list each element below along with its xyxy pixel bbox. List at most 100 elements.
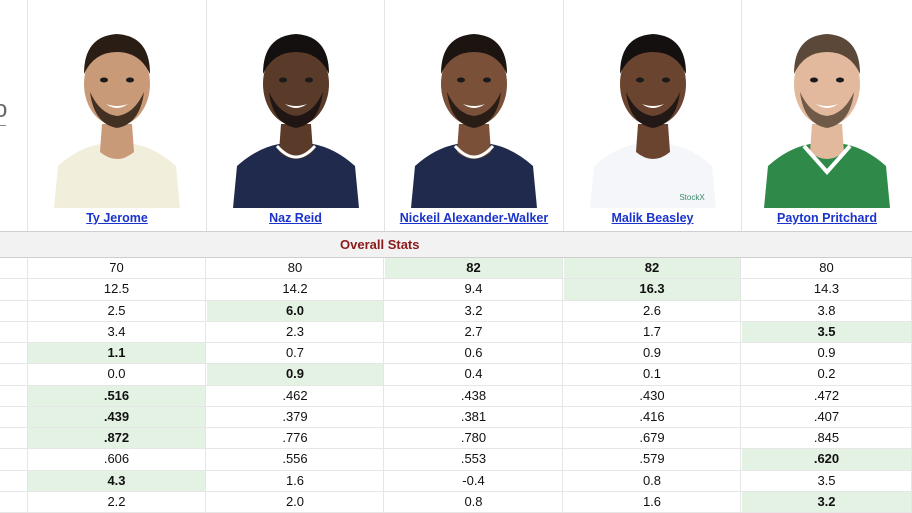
stat-cell: .430	[564, 385, 741, 406]
stat-cell: 0.0	[28, 364, 206, 385]
stat-cell: 70	[28, 258, 206, 279]
eye-shape	[457, 77, 465, 83]
beard-shape	[800, 92, 854, 128]
stat-cell: .381	[385, 406, 563, 427]
hair-shape	[794, 34, 860, 74]
stat-row: 0.0 0.9 0.4 0.1 0.2	[0, 364, 912, 386]
stat-cell: 1.7	[564, 321, 741, 342]
stat-row: .872.776.780.679.845	[0, 428, 912, 450]
player-name-link[interactable]: Nickeil Alexander-Walker	[399, 211, 549, 225]
stat-cell: .407	[742, 406, 912, 427]
stat-label-cell	[0, 258, 28, 279]
player-headshot: StockX	[589, 34, 716, 208]
player-headshot	[232, 34, 359, 208]
stat-cell: .462	[207, 385, 384, 406]
player-headshot	[54, 34, 180, 208]
beard-shape	[447, 92, 501, 128]
stat-cell: 14.3	[742, 279, 912, 300]
stat-cell: 0.6	[385, 343, 563, 364]
jersey-shape	[54, 144, 180, 208]
jersey-collar	[802, 144, 852, 176]
player-name-link[interactable]: Malik Beasley	[611, 211, 694, 225]
neck-shape	[457, 124, 491, 159]
stat-cell-leader: .620	[742, 449, 912, 470]
stat-label-cell	[0, 279, 28, 300]
stat-cell-leader: .516	[28, 385, 206, 406]
stat-cell: 12.5	[28, 279, 206, 300]
stat-cell: .438	[385, 385, 563, 406]
stat-cell: 1.6	[564, 491, 741, 512]
stat-row: 2.5 6.0 3.2 2.6 3.8	[0, 300, 912, 322]
player-name-link[interactable]: Naz Reid	[269, 211, 322, 225]
jersey-sponsor-logo: StockX	[679, 193, 705, 202]
stat-cell: 0.9	[564, 343, 741, 364]
player-column: StockX Malik Beasley	[564, 0, 742, 231]
stat-row: 3.4 2.3 2.7 1.7 3.5	[0, 321, 912, 343]
stat-cell: .379	[207, 406, 384, 427]
stat-cell: 80	[742, 258, 912, 279]
stat-row: .606.556.553.579.620	[0, 449, 912, 471]
stat-cell: -0.4	[385, 470, 563, 491]
stat-row: 70 80 82 82 80	[0, 258, 912, 280]
stat-label-cell	[0, 449, 28, 470]
stat-cell: 2.6	[564, 300, 741, 321]
stat-cell: 0.9	[742, 343, 912, 364]
stats-table: 70 80 82 82 80 12.5 14.2 9.4 16.3 14.3 2.5 6.0 3.2 2.…	[0, 258, 912, 513]
face-shape	[262, 42, 329, 126]
stat-cell: 14.2	[207, 279, 384, 300]
stat-cell: .776	[207, 428, 384, 449]
jersey-shape	[589, 144, 716, 208]
smile-shape	[641, 104, 664, 108]
stat-cell: .556	[207, 449, 384, 470]
stat-label-cell	[0, 406, 28, 427]
stat-cell: 80	[207, 258, 384, 279]
stat-cell: 0.8	[385, 491, 563, 512]
stat-cell: 3.2	[385, 300, 563, 321]
stat-label-cell	[0, 385, 28, 406]
stat-label-cell	[0, 491, 28, 512]
hair-shape	[619, 34, 686, 74]
stat-row: .439.379.381.416.407	[0, 406, 912, 428]
player-name-link[interactable]: Payton Pritchard	[776, 211, 878, 225]
stat-cell: .579	[564, 449, 741, 470]
beard-shape	[90, 92, 144, 128]
player-headshot	[764, 34, 890, 208]
section-header: Overall Stats	[0, 231, 912, 258]
stat-cell: 0.2	[742, 364, 912, 385]
stat-row: .516.462.438.430.472	[0, 385, 912, 407]
eye-shape	[126, 77, 134, 83]
stat-cell: .606	[28, 449, 206, 470]
truncated-label-underline	[0, 125, 6, 126]
left-label-column-stub: o	[0, 0, 28, 231]
eye-shape	[661, 77, 670, 83]
stat-cell-leader: .872	[28, 428, 206, 449]
truncated-label-glyph: o	[0, 96, 8, 123]
stat-label-cell	[0, 321, 28, 342]
hair-shape	[84, 34, 150, 74]
stat-label-cell	[0, 300, 28, 321]
section-title: Overall Stats	[340, 237, 420, 252]
stat-label-cell	[0, 364, 28, 385]
stat-label-cell	[0, 343, 28, 364]
jersey-shape	[411, 144, 537, 208]
player-header-row: o Ty Jerome Naz Reid Nickeil Alexander-Wal…	[0, 0, 912, 231]
stat-cell: 9.4	[385, 279, 563, 300]
stat-cell: 2.2	[28, 491, 206, 512]
stat-cell: .845	[742, 428, 912, 449]
stat-cell: 0.1	[564, 364, 741, 385]
stat-cell: 0.4	[385, 364, 563, 385]
player-column: Nickeil Alexander-Walker	[385, 0, 564, 231]
eye-shape	[278, 77, 287, 83]
smile-shape	[106, 104, 128, 108]
stat-cell: 2.7	[385, 321, 563, 342]
player-name-link[interactable]: Ty Jerome	[86, 211, 148, 225]
stat-cell: 0.8	[564, 470, 741, 491]
stat-cell-leader: 82	[385, 258, 563, 279]
eye-shape	[810, 77, 818, 83]
stat-row: 1.1 0.7 0.6 0.9 0.9	[0, 343, 912, 365]
player-column: Naz Reid	[207, 0, 385, 231]
jersey-shape	[232, 144, 359, 208]
neck-shape	[278, 124, 313, 159]
smile-shape	[284, 104, 307, 108]
stat-cell: 3.8	[742, 300, 912, 321]
